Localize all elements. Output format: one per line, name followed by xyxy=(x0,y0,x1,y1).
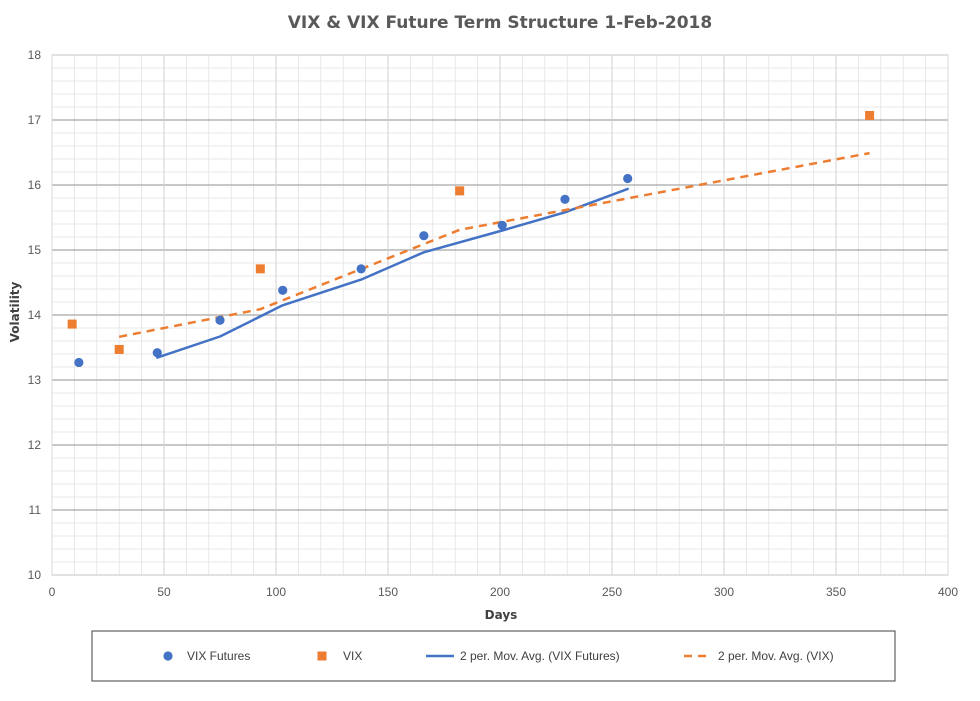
marker-vix xyxy=(455,186,465,196)
x-tick-label: 250 xyxy=(602,585,622,599)
trend-line-vix xyxy=(118,151,870,339)
y-tick-label: 10 xyxy=(28,568,42,582)
trend-lines xyxy=(118,151,870,359)
marker-vix-futures xyxy=(74,357,84,368)
legend-box xyxy=(91,630,896,682)
x-tick-label: 100 xyxy=(266,585,286,599)
x-tick-label: 350 xyxy=(826,585,846,599)
x-axis-ticks: 0 50 100 150 200 250 300 350 400 xyxy=(49,585,959,599)
legend-label: 2 per. Mov. Avg. (VIX) xyxy=(718,649,834,663)
y-axis-title: Volatility xyxy=(8,281,22,342)
marker-vix-futures xyxy=(215,315,225,325)
marker-vix-futures xyxy=(278,285,288,295)
plot-area-border xyxy=(51,54,949,576)
data-markers xyxy=(67,110,875,368)
marker-vix xyxy=(865,110,875,120)
y-tick-label: 18 xyxy=(28,48,42,62)
legend-label: VIX Futures xyxy=(187,649,250,663)
y-tick-label: 13 xyxy=(28,373,42,387)
x-tick-label: 200 xyxy=(490,585,510,599)
legend-label: 2 per. Mov. Avg. (VIX Futures) xyxy=(460,649,620,663)
marker-vix-futures xyxy=(560,194,570,204)
chart-title: VIX & VIX Future Term Structure 1-Feb-20… xyxy=(288,13,712,33)
y-tick-label: 17 xyxy=(28,113,42,127)
legend-marker-vix xyxy=(317,651,327,661)
legend: VIX Futures VIX 2 per. Mov. Avg. (VIX Futu… xyxy=(91,630,896,682)
trend-line-vix-futures xyxy=(156,187,629,359)
marker-vix xyxy=(67,319,77,329)
marker-vix xyxy=(114,344,124,354)
x-tick-label: 300 xyxy=(714,585,734,599)
y-tick-label: 11 xyxy=(29,503,42,517)
x-axis-title: Days xyxy=(485,608,518,622)
marker-vix-futures xyxy=(356,264,366,274)
marker-vix-futures xyxy=(497,220,507,230)
x-tick-label: 0 xyxy=(49,585,56,599)
marker-vix-futures xyxy=(623,173,633,184)
y-tick-label: 15 xyxy=(28,243,42,257)
y-axis-ticks: 10 11 12 13 14 15 16 17 18 xyxy=(28,48,42,582)
x-tick-label: 50 xyxy=(157,585,171,599)
x-tick-label: 150 xyxy=(378,585,398,599)
legend-label: VIX xyxy=(343,649,362,663)
legend-marker-vix-futures xyxy=(163,651,173,661)
y-tick-label: 12 xyxy=(28,438,42,452)
marker-vix-futures xyxy=(152,348,162,358)
y-tick-label: 16 xyxy=(28,178,42,192)
marker-vix-futures xyxy=(419,231,429,241)
marker-vix xyxy=(255,264,265,274)
y-tick-label: 14 xyxy=(28,308,42,322)
x-tick-label: 400 xyxy=(938,585,958,599)
